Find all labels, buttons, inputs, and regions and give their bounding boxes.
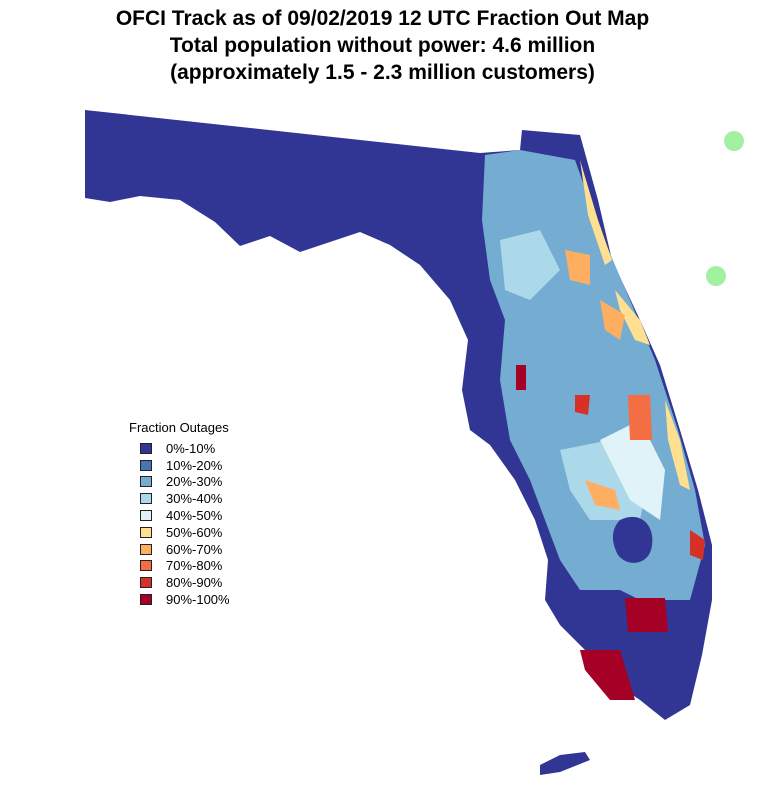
legend-label: 30%-40% xyxy=(166,491,223,507)
legend-label: 80%-90% xyxy=(166,575,223,591)
legend-label: 40%-50% xyxy=(166,508,223,524)
legend-label: 70%-80% xyxy=(166,558,223,574)
legend-item: 80%-90% xyxy=(129,574,230,591)
region-80-90 xyxy=(575,395,705,560)
region-60-70 xyxy=(565,250,625,510)
region-70-80 xyxy=(628,395,652,440)
legend-item: 40%-50% xyxy=(129,507,230,524)
region-50-60 xyxy=(580,160,690,490)
legend-item: 20%-30% xyxy=(129,474,230,491)
legend-swatch xyxy=(140,526,152,538)
region-90-100 xyxy=(516,365,668,700)
florida-keys xyxy=(540,752,590,775)
legend-swatch xyxy=(140,493,152,505)
track-point-marker xyxy=(724,131,744,151)
legend-item: 30%-40% xyxy=(129,490,230,507)
legend-swatch xyxy=(140,577,152,589)
legend-swatch xyxy=(140,510,152,522)
legend-swatch xyxy=(140,459,152,471)
legend-item: 60%-70% xyxy=(129,541,230,558)
storm-track-markers xyxy=(706,131,744,286)
legend-item: 10%-20% xyxy=(129,457,230,474)
legend-item: 90%-100% xyxy=(129,591,230,608)
map-title-line-1: OFCI Track as of 09/02/2019 12 UTC Fract… xyxy=(115,7,650,30)
legend-item: 0%-10% xyxy=(129,440,230,457)
map-title-line-2: Total population without power: 4.6 mill… xyxy=(169,34,596,57)
legend-swatch xyxy=(140,560,152,572)
florida-counties xyxy=(85,110,712,775)
legend-label: 60%-70% xyxy=(166,541,223,557)
legend: Fraction Outages 0%-10% 10%-20% 20%-30% 30%… xyxy=(129,420,230,608)
legend-swatch xyxy=(140,594,152,606)
legend-label: 20%-30% xyxy=(166,474,223,490)
legend-label: 50%-60% xyxy=(166,524,223,540)
track-point-marker xyxy=(706,266,726,286)
legend-label: 0%-10% xyxy=(166,440,216,456)
legend-item: 70%-80% xyxy=(129,558,230,575)
legend-label: 90%-100% xyxy=(166,592,230,608)
legend-swatch xyxy=(140,442,152,454)
legend-swatch xyxy=(140,476,152,488)
map-title-line-3: (approximately 1.5 - 2.3 million custome… xyxy=(170,61,595,84)
lake-okeechobee-region xyxy=(612,516,653,563)
legend-item: 50%-60% xyxy=(129,524,230,541)
legend-swatch xyxy=(140,543,152,555)
legend-label: 10%-20% xyxy=(166,457,223,473)
legend-title: Fraction Outages xyxy=(129,420,229,435)
region-40-50 xyxy=(600,420,665,520)
